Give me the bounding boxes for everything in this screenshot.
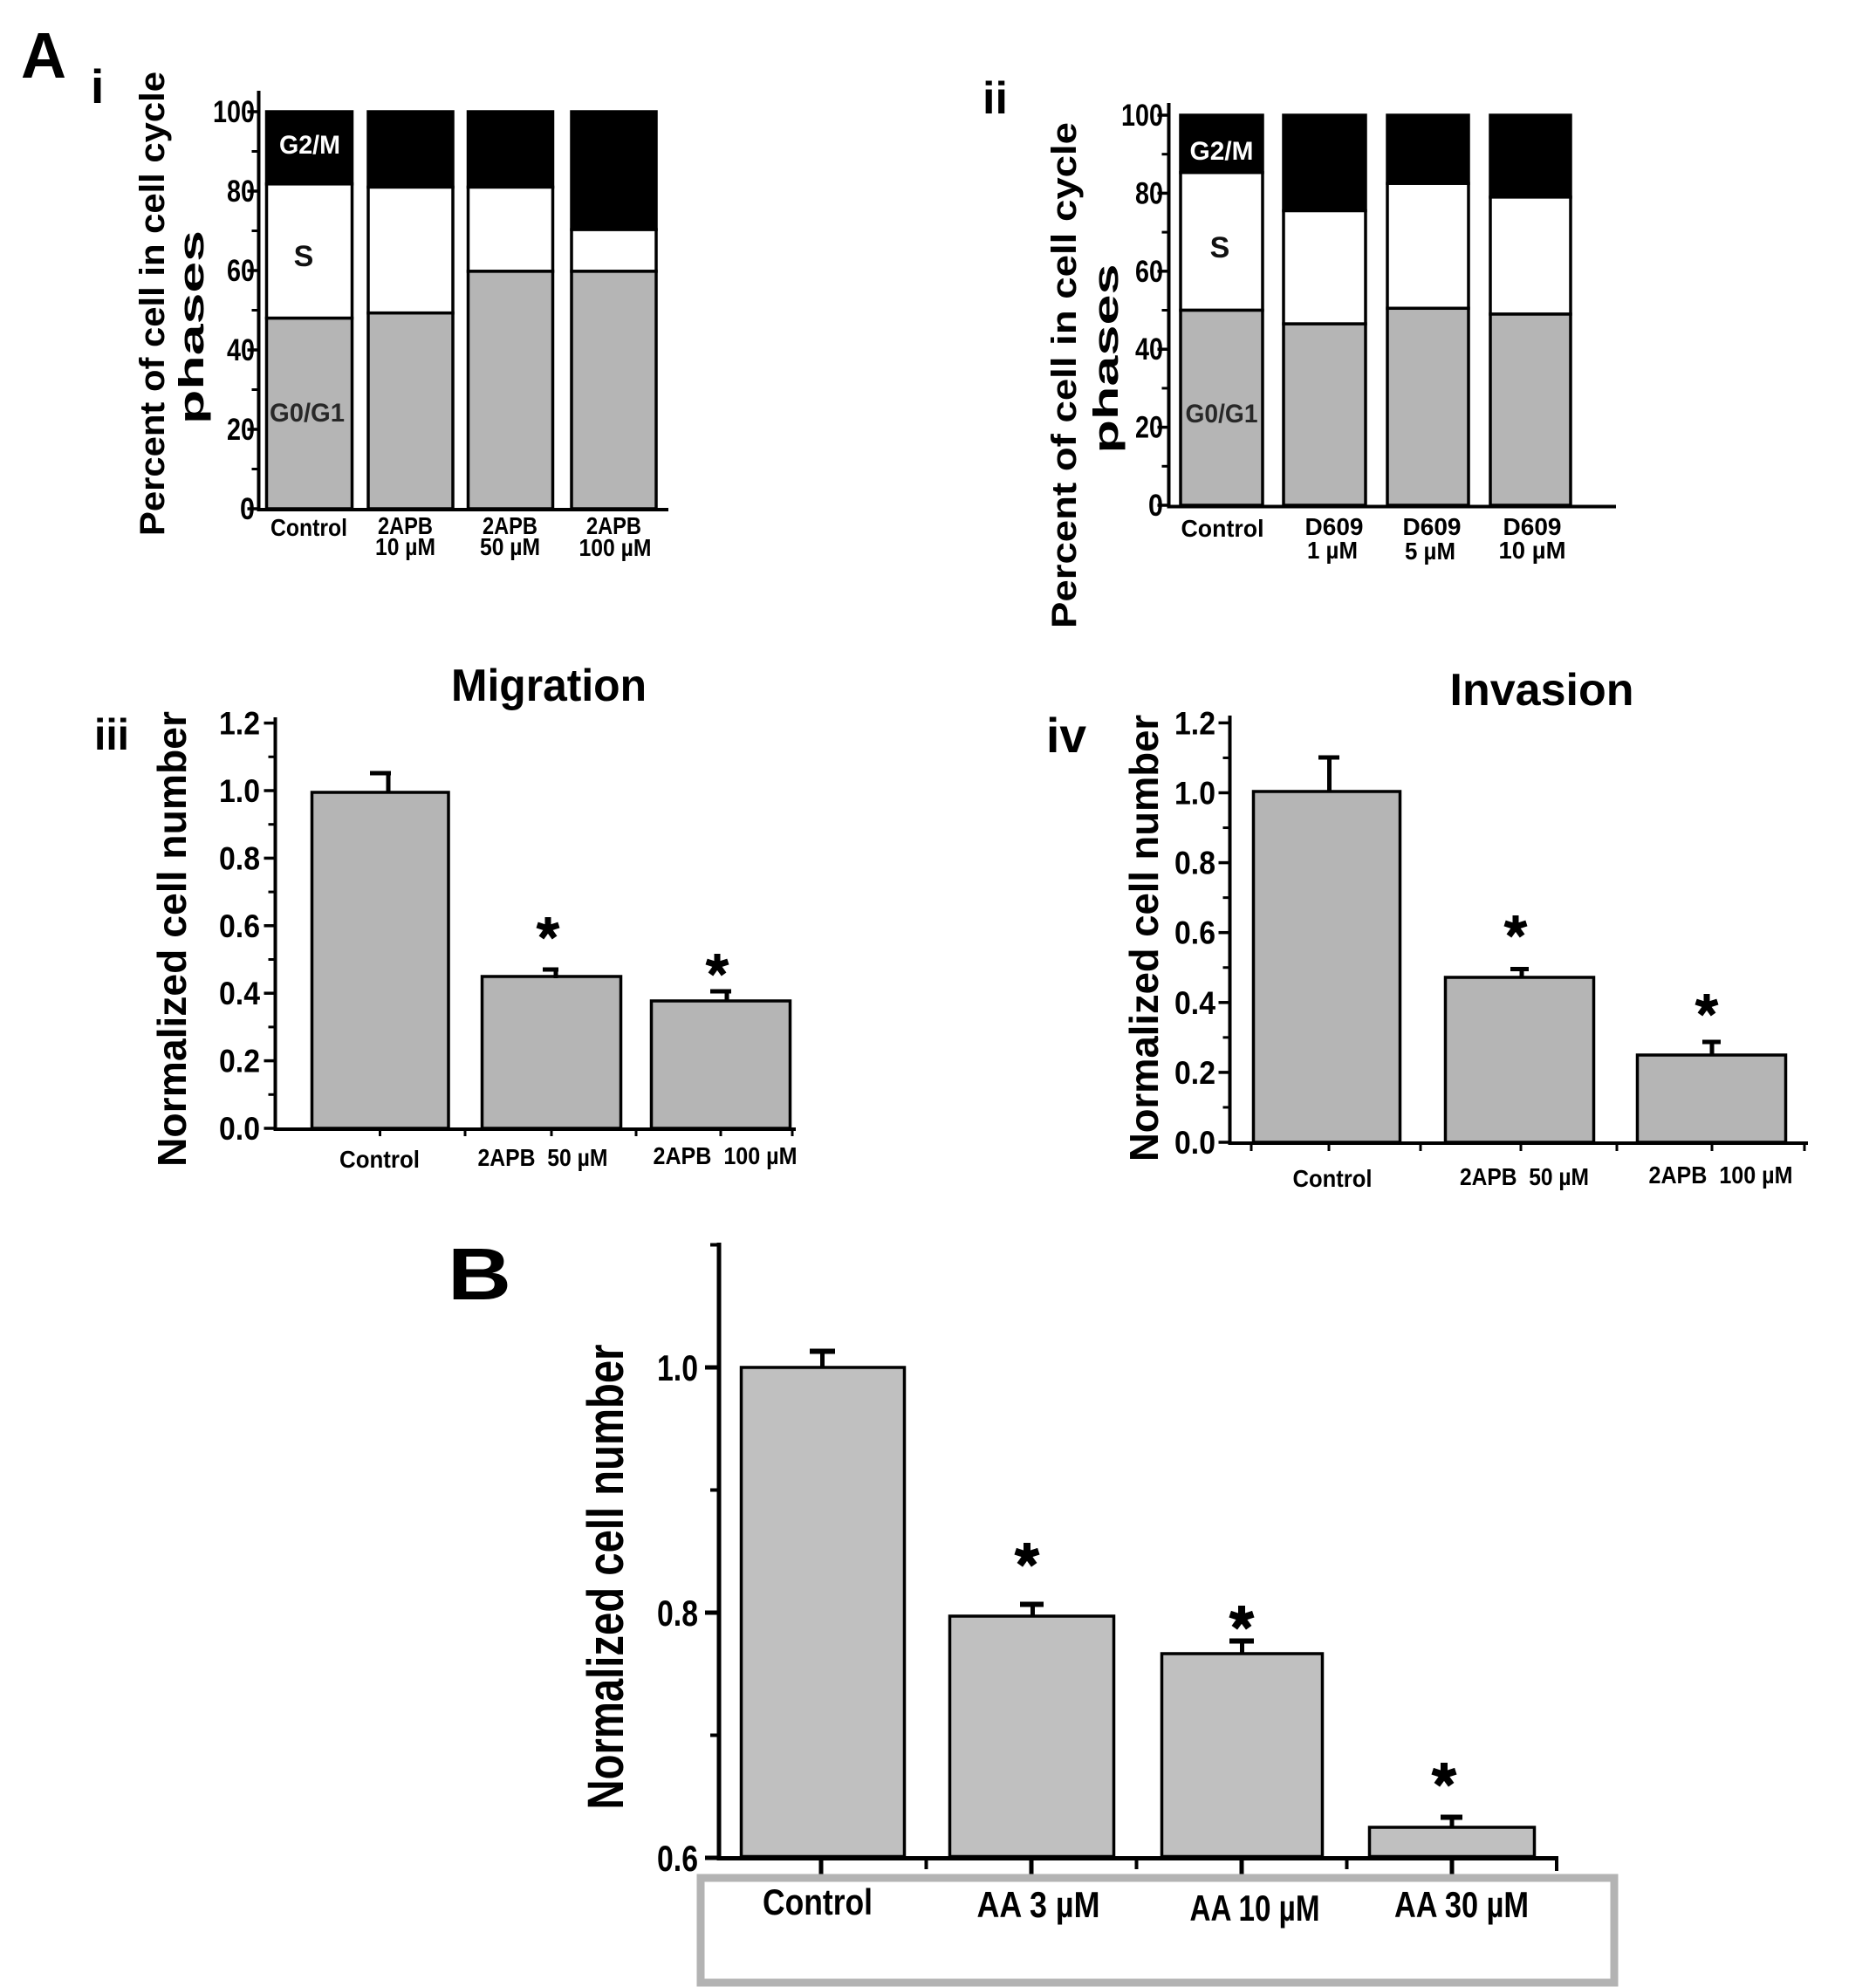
svg-text:G2/M: G2/M	[1190, 137, 1254, 166]
svg-text:0.2: 0.2	[219, 1044, 260, 1079]
svg-text:0: 0	[1148, 489, 1163, 523]
svg-text:40: 40	[1135, 332, 1163, 367]
svg-text:0.0: 0.0	[219, 1111, 260, 1147]
svg-text:50 µM: 50 µM	[480, 533, 540, 560]
svg-text:iv: iv	[1046, 708, 1086, 763]
svg-text:0.4: 0.4	[219, 976, 260, 1011]
svg-text:10 µM: 10 µM	[1499, 537, 1566, 564]
svg-text:100: 100	[213, 95, 255, 129]
svg-text:AA 10 µM: AA 10 µM	[1190, 1888, 1320, 1929]
svg-text:Normalized cell number: Normalized cell number	[1121, 715, 1167, 1161]
svg-text:Control: Control	[1293, 1165, 1373, 1192]
svg-text:5 µM: 5 µM	[1405, 538, 1455, 565]
svg-text:0.6: 0.6	[219, 908, 260, 944]
svg-text:D609: D609	[1503, 513, 1562, 540]
svg-text:D609: D609	[1305, 513, 1364, 540]
svg-text:20: 20	[1135, 411, 1163, 445]
svg-text:Control: Control	[339, 1146, 420, 1173]
svg-text:0.4: 0.4	[1174, 985, 1215, 1021]
svg-text:Percent of cell in cell cycle: Percent of cell in cell cycle	[1045, 122, 1084, 628]
svg-text:100 µM: 100 µM	[579, 534, 652, 561]
svg-text:i: i	[91, 59, 104, 113]
svg-text:B: B	[448, 1233, 511, 1315]
svg-text:Control: Control	[270, 514, 347, 541]
svg-text:AA 30 µM: AA 30 µM	[1394, 1884, 1529, 1925]
svg-text:G0/G1: G0/G1	[1186, 400, 1258, 428]
svg-text:1.0: 1.0	[657, 1347, 698, 1388]
svg-text:60: 60	[227, 254, 255, 288]
svg-text:Normalized cell number: Normalized cell number	[578, 1345, 634, 1810]
svg-text:2APB: 2APB	[378, 512, 433, 539]
svg-text:0.2: 0.2	[1174, 1055, 1215, 1091]
svg-text:0.8: 0.8	[657, 1593, 698, 1634]
svg-text:Migration: Migration	[451, 661, 647, 711]
svg-text:0.8: 0.8	[1174, 846, 1215, 881]
svg-text:Normalized cell number: Normalized cell number	[149, 711, 195, 1167]
svg-text:Percent of cell in cell cycle: Percent of cell in cell cycle	[134, 72, 172, 536]
svg-text:phases: phases	[173, 230, 211, 424]
svg-text:80: 80	[1135, 176, 1163, 210]
svg-text:0: 0	[240, 492, 255, 526]
svg-text:2APB 100 µM: 2APB 100 µM	[1649, 1161, 1793, 1189]
svg-text:20: 20	[227, 413, 255, 447]
svg-text:1.2: 1.2	[219, 706, 260, 742]
svg-text:S: S	[1210, 231, 1230, 264]
svg-text:0.6: 0.6	[657, 1838, 698, 1879]
svg-text:2APB 50 µM: 2APB 50 µM	[1460, 1163, 1589, 1190]
svg-text:40: 40	[227, 333, 255, 367]
svg-text:iii: iii	[94, 710, 129, 759]
svg-text:0.0: 0.0	[1174, 1125, 1215, 1161]
svg-text:1.2: 1.2	[1174, 705, 1215, 741]
svg-text:1.0: 1.0	[1174, 776, 1215, 812]
svg-text:Invasion: Invasion	[1450, 665, 1634, 716]
svg-text:G0/G1: G0/G1	[270, 399, 345, 428]
svg-text:A: A	[21, 19, 66, 92]
svg-text:phases: phases	[1087, 264, 1126, 454]
svg-text:1 µM: 1 µM	[1307, 537, 1358, 564]
svg-text:ii: ii	[983, 73, 1008, 124]
svg-text:10 µM: 10 µM	[375, 533, 435, 560]
svg-text:60: 60	[1135, 255, 1163, 289]
svg-text:80: 80	[227, 175, 255, 209]
svg-text:Control: Control	[763, 1881, 873, 1922]
svg-text:S: S	[294, 240, 314, 273]
svg-text:Control: Control	[1181, 515, 1264, 542]
svg-text:2APB 100 µM: 2APB 100 µM	[654, 1142, 798, 1169]
svg-text:AA 3 µM: AA 3 µM	[977, 1884, 1100, 1925]
svg-text:G2/M: G2/M	[279, 131, 340, 160]
svg-text:100: 100	[1121, 99, 1163, 133]
svg-text:2APB: 2APB	[586, 512, 641, 539]
svg-text:0.6: 0.6	[1174, 915, 1215, 951]
svg-text:D609: D609	[1403, 513, 1462, 540]
svg-text:2APB 50 µM: 2APB 50 µM	[478, 1144, 608, 1171]
svg-text:0.8: 0.8	[219, 840, 260, 876]
svg-text:2APB: 2APB	[483, 512, 537, 539]
svg-text:1.0: 1.0	[219, 773, 260, 809]
